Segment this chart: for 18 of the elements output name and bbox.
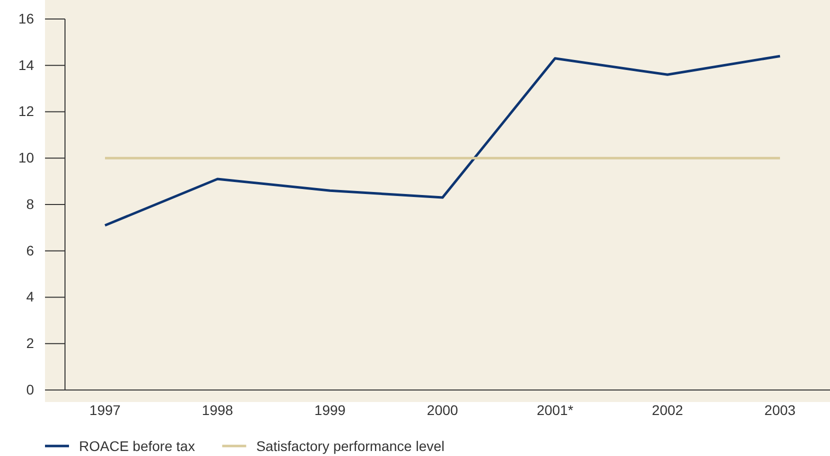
x-tick-label: 2002 xyxy=(652,402,684,418)
legend-label: ROACE before tax xyxy=(79,438,195,454)
legend-label: Satisfactory performance level xyxy=(256,438,445,454)
y-tick-label: 0 xyxy=(26,381,34,398)
y-tick-label: 10 xyxy=(18,150,34,166)
x-tick-label: 2000 xyxy=(426,402,458,418)
y-tick-label: 4 xyxy=(26,288,34,305)
x-tick-label: 1998 xyxy=(202,402,234,418)
y-tick-label: 2 xyxy=(26,335,34,352)
y-tick-label: 16 xyxy=(18,10,34,26)
y-tick-label: 8 xyxy=(26,196,34,212)
x-tick-label: 2001* xyxy=(536,402,574,418)
y-tick-label: 6 xyxy=(26,242,34,258)
x-tick-label: 1999 xyxy=(314,402,346,418)
x-tick-label: 1997 xyxy=(89,402,121,418)
y-tick-label: 14 xyxy=(18,56,34,73)
y-tick-label: 12 xyxy=(18,103,34,120)
x-tick-label: 2003 xyxy=(764,402,796,418)
